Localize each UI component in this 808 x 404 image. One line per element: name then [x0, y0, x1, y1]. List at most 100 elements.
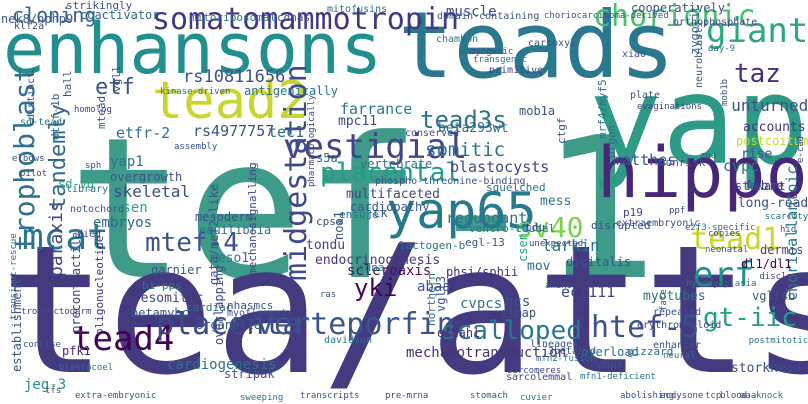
- word-pilot: pilot: [20, 169, 48, 179]
- word-erf: erf: [693, 255, 755, 295]
- word-pre-mrna: pre-mrna: [385, 391, 429, 401]
- word-mob1b: mob1b: [720, 78, 730, 106]
- word-hippo: hippo: [597, 132, 808, 214]
- word-bi-pps: bi-pps: [142, 279, 182, 292]
- word-dl1-dl1: dl1/dl1: [741, 257, 792, 271]
- word-placental: placental: [320, 158, 461, 188]
- word-precontractile: precontractile: [69, 231, 83, 333]
- word-cardiogenesis: cardiogenesis: [167, 357, 277, 373]
- word-slmap: slmap: [500, 306, 537, 320]
- word-cardiac: cardiac: [186, 301, 233, 314]
- word-sph: sph: [85, 161, 102, 171]
- word-hypodysplasia: hypodysplasia: [686, 279, 757, 289]
- word-cvpc: cvpc: [723, 157, 760, 175]
- word-blastocysts: blastocysts: [450, 158, 550, 176]
- word-extraembryonic: extraembryonic: [616, 218, 701, 229]
- word-choriocarcinoma-derived: choriocarcinoma-derived: [544, 11, 669, 21]
- word-ppf: ppf: [669, 206, 686, 216]
- word-paraxis: paraxis: [46, 201, 67, 277]
- word-carboxyl: carboxyl: [528, 38, 577, 49]
- word-antigenically: antigenically: [244, 84, 338, 98]
- word-jck: jck: [366, 206, 388, 220]
- word-ras: ras: [320, 290, 337, 300]
- word-beta293wt: beta293wt: [438, 121, 509, 136]
- word-s5a: s5a: [316, 151, 338, 165]
- word-concise: concise: [23, 340, 61, 350]
- word-blood: blood: [720, 391, 748, 401]
- word-gizzard: gizzard: [627, 345, 674, 358]
- word-hid: hid: [780, 225, 797, 235]
- word-rise: rise: [741, 147, 773, 162]
- word-squelched: squelched: [486, 181, 546, 194]
- word-vestigial: vestigial: [283, 127, 468, 167]
- word-died: died: [77, 229, 102, 240]
- word-nhasmcs: nhasmcs: [227, 299, 274, 312]
- word-knock: knock: [756, 391, 784, 401]
- word-myotubes: myotubes: [643, 289, 706, 304]
- word-yap: yap: [588, 50, 808, 192]
- word-endocrinogenesis: endocrinogenesis: [315, 253, 441, 268]
- word-overload: overload: [581, 345, 639, 359]
- word-cpsa: cpsa: [316, 215, 343, 228]
- word-mesoderm: mesoderm: [195, 210, 253, 224]
- word-tondu: tondu: [306, 238, 346, 253]
- word-farrance: farrance: [340, 100, 413, 118]
- word-tead2: tead2: [152, 71, 309, 131]
- word-assembly: assembly: [174, 142, 218, 152]
- word-mechanotransduction: mechanotransduction: [406, 345, 567, 361]
- word-homolog: homolog: [74, 105, 112, 115]
- word-tead3s: tead3s: [420, 106, 507, 134]
- word-meso1: meso1: [210, 251, 250, 266]
- word-amino: amino: [545, 281, 573, 291]
- word-plate: plate: [630, 90, 661, 101]
- word-scleroaxis: scleroaxis: [347, 263, 432, 279]
- word-gata-mef2-like: gata/mef2-like: [207, 183, 221, 285]
- word-dermis: dermis: [760, 243, 804, 257]
- word-conserved: conserved: [405, 128, 460, 139]
- word-chorionic: chorionic: [593, 0, 756, 34]
- word-distinct: distinct: [26, 71, 37, 120]
- word-orthophosphate: orthophosphate: [673, 17, 758, 28]
- word-multifaceted: multifaceted: [346, 187, 440, 202]
- word-ecdysone: ecdysone: [660, 391, 704, 401]
- word-postcoitum: postcoitum: [736, 134, 808, 148]
- word-mechanosignalling: mechanosignalling: [246, 162, 259, 275]
- word-jeg-3: jeg-3: [24, 377, 67, 393]
- word-embryos: embryos: [93, 215, 153, 231]
- word-neuroblasts: neuroblasts: [694, 21, 705, 88]
- word-presomitic: presomitic: [125, 291, 204, 306]
- word-repeated: repeated: [653, 307, 702, 318]
- word-scarcity: scarcity: [764, 212, 808, 222]
- word-mcat: mcat: [22, 217, 109, 258]
- word-e2f3-specific: e2f3-specific: [685, 223, 756, 233]
- word-cardiopathy: cardiopathy: [350, 200, 430, 214]
- word-cdnas: cdnas: [277, 11, 311, 24]
- word-mitoribosomal: mitoribosomal: [190, 11, 277, 24]
- word-verteporfin: verteporfin: [256, 307, 455, 342]
- word-overgrowth: overgrowth: [110, 170, 183, 184]
- word-yap1: yap1: [110, 154, 144, 170]
- word-tead1: tead1: [690, 222, 781, 257]
- word-tead4: tead4: [72, 319, 175, 359]
- word-lactogen-b: lactogen-b: [399, 239, 466, 252]
- word-abolishing: abolishing: [620, 391, 675, 401]
- word-mfn2-fusion: mfn2-fusion: [536, 354, 596, 364]
- word-giant: giant: [706, 11, 808, 51]
- word-sd-vg: sd-vg: [58, 177, 95, 191]
- word-etfr-2: etfr-2: [116, 124, 171, 142]
- word-rs4977757: rs4977757: [193, 122, 275, 140]
- word-davidson: davidson: [324, 335, 373, 346]
- word-domain-containing: domain-containing: [437, 11, 540, 22]
- word-sarcomeres: sarcomeres: [507, 366, 562, 376]
- word-oligonucleotide: oligonucleotide: [93, 235, 106, 335]
- word-egl-13: egl-13: [465, 236, 505, 249]
- word-zga: zga: [700, 151, 717, 161]
- word-ordahl: ordahl: [437, 326, 481, 340]
- word-ventro-caudal: ventro-caudal: [469, 222, 556, 235]
- word-cdna: cdna: [358, 261, 385, 274]
- word-garnier: garnier: [151, 263, 202, 277]
- word-ctgf: ctgf: [555, 117, 568, 145]
- word-organelle: organelle: [196, 318, 262, 332]
- word-mitofusins: mitofusins: [327, 4, 388, 15]
- word-xiao: xiao: [622, 49, 647, 60]
